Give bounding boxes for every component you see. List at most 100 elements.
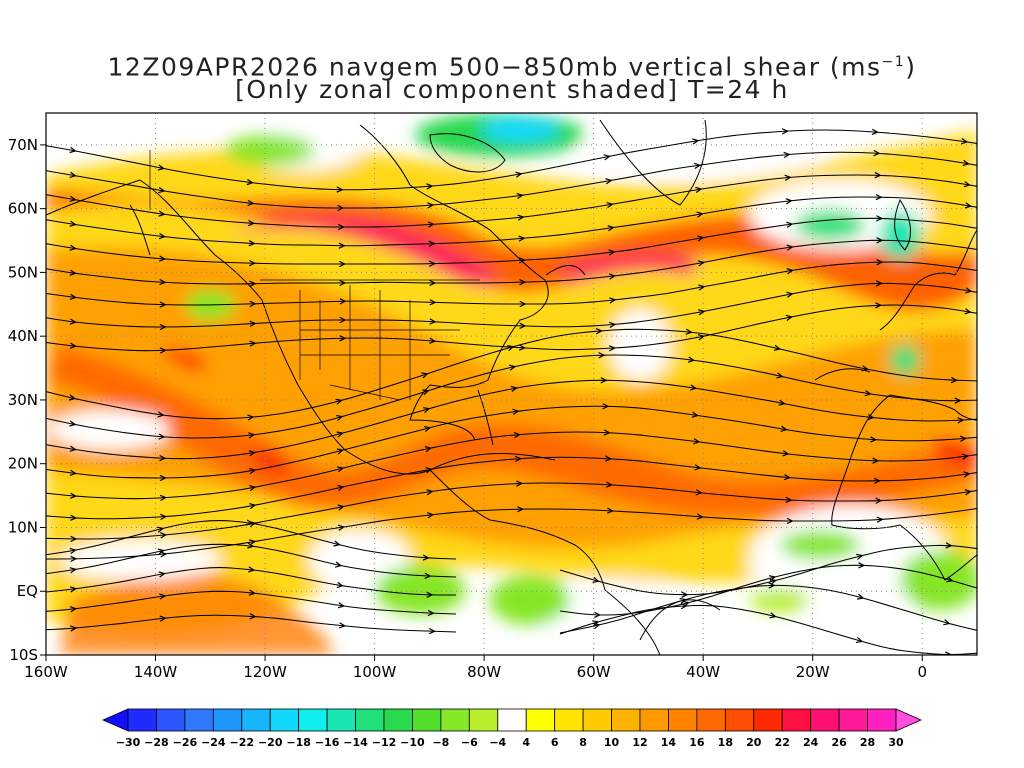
stream-arrow — [247, 219, 256, 227]
graticule — [46, 113, 977, 655]
stream-arrow — [515, 171, 523, 178]
colorbar-swatch — [326, 708, 356, 732]
stream-arrow — [429, 337, 437, 344]
colorbar-label: −12 — [372, 736, 397, 749]
streamline — [46, 482, 977, 540]
stream-arrow — [954, 397, 962, 404]
stream-arrow — [519, 322, 527, 329]
stream-arrow — [248, 259, 257, 267]
colorbar-swatch — [810, 708, 840, 732]
stream-arrow — [518, 344, 527, 351]
stream-arrow — [69, 195, 77, 202]
stream-arrow — [69, 420, 77, 427]
stream-arrow — [338, 242, 346, 249]
streamline — [46, 129, 977, 191]
colorbar-swatch — [241, 708, 271, 732]
stream-arrow — [428, 627, 436, 635]
stream-arrow — [692, 138, 700, 145]
colorbar-label: −24 — [201, 736, 226, 749]
stream-arrow — [158, 571, 166, 578]
stream-arrow — [426, 591, 434, 598]
stream-arrow — [421, 372, 429, 379]
stream-arrow — [598, 352, 606, 359]
stream-arrow — [335, 398, 343, 405]
colorbar-label: 6 — [551, 736, 559, 749]
colorbar-label: −14 — [343, 736, 368, 749]
stream-arrow — [338, 622, 347, 629]
colorbar-swatch — [781, 708, 812, 732]
lat-tick-label: 60N — [8, 200, 38, 218]
stream-arrow — [422, 554, 430, 561]
map-axes: 160W 140W 120W 100W 80W 60W 40W 20W 0 70N 60N 50N 40… — [8, 136, 927, 681]
stream-arrow — [160, 532, 168, 539]
stream-arrow — [785, 314, 794, 321]
stream-arrow — [160, 551, 168, 558]
stream-arrow — [157, 548, 165, 555]
stream-arrow — [69, 318, 77, 325]
stream-arrow — [696, 211, 704, 218]
stream-arrow — [513, 431, 521, 439]
stream-arrow — [685, 328, 693, 335]
colorbar-label: 30 — [888, 736, 904, 749]
stream-arrow — [768, 582, 776, 589]
colorbar-label: 12 — [632, 736, 647, 749]
streamline — [46, 174, 977, 228]
stream-arrow — [697, 235, 705, 242]
stream-arrow — [518, 257, 527, 264]
stream-arrow — [512, 408, 520, 415]
stream-arrow — [679, 597, 687, 604]
streamline — [46, 567, 456, 596]
colorbar-swatch — [867, 708, 897, 732]
stream-arrow — [70, 625, 78, 632]
colorbar-swatch — [582, 708, 612, 732]
stream-arrow — [249, 340, 257, 347]
colorbar-swatch — [184, 708, 214, 732]
stream-arrow — [680, 602, 688, 610]
streamline — [46, 379, 977, 460]
stream-arrow — [333, 540, 341, 547]
colorbar-swatch — [724, 708, 755, 732]
stream-arrow — [427, 202, 435, 209]
stream-arrow — [159, 301, 167, 308]
stream-arrow — [517, 506, 525, 513]
stream-arrow — [69, 586, 78, 593]
stream-arrow — [963, 181, 971, 188]
streamline — [46, 431, 977, 500]
stream-arrow — [786, 221, 794, 228]
streamline — [46, 239, 977, 285]
stream-arrow — [158, 210, 166, 217]
stream-arrow — [337, 484, 345, 492]
stream-arrow — [68, 394, 77, 401]
lat-tick-label: 30N — [8, 391, 38, 409]
stream-arrow — [247, 414, 255, 421]
colorbar-high-arrow — [895, 708, 922, 732]
stream-arrow — [426, 489, 434, 496]
colorbar-label: 18 — [718, 736, 733, 749]
stream-arrow — [429, 279, 437, 287]
stream-arrow — [961, 453, 970, 460]
stream-arrow — [856, 593, 865, 600]
stream-arrow — [694, 162, 702, 170]
stream-arrow — [337, 524, 346, 531]
stream-arrow — [864, 390, 872, 397]
streamline — [46, 354, 977, 439]
stream-arrow — [609, 297, 617, 304]
stream-arrow — [786, 244, 794, 251]
colorbar-label: −18 — [286, 736, 311, 749]
stream-arrow — [337, 223, 346, 231]
stream-arrow — [69, 342, 78, 349]
lat-tick-label: 20N — [8, 455, 38, 473]
colorbar-label: 4 — [522, 736, 530, 749]
stream-arrow — [422, 389, 430, 396]
streamline — [46, 328, 977, 420]
stream-arrow — [428, 240, 436, 247]
map-title-line2: [Only zonal component shaded] T=24 h — [235, 75, 789, 104]
colorbar-label: −8 — [432, 736, 449, 749]
stream-arrow — [339, 298, 347, 305]
colorbar-swatch — [269, 708, 300, 732]
stream-arrow — [516, 480, 524, 487]
colorbar-label: −16 — [315, 736, 340, 749]
stream-arrow — [336, 448, 345, 455]
stream-arrow — [607, 225, 615, 232]
